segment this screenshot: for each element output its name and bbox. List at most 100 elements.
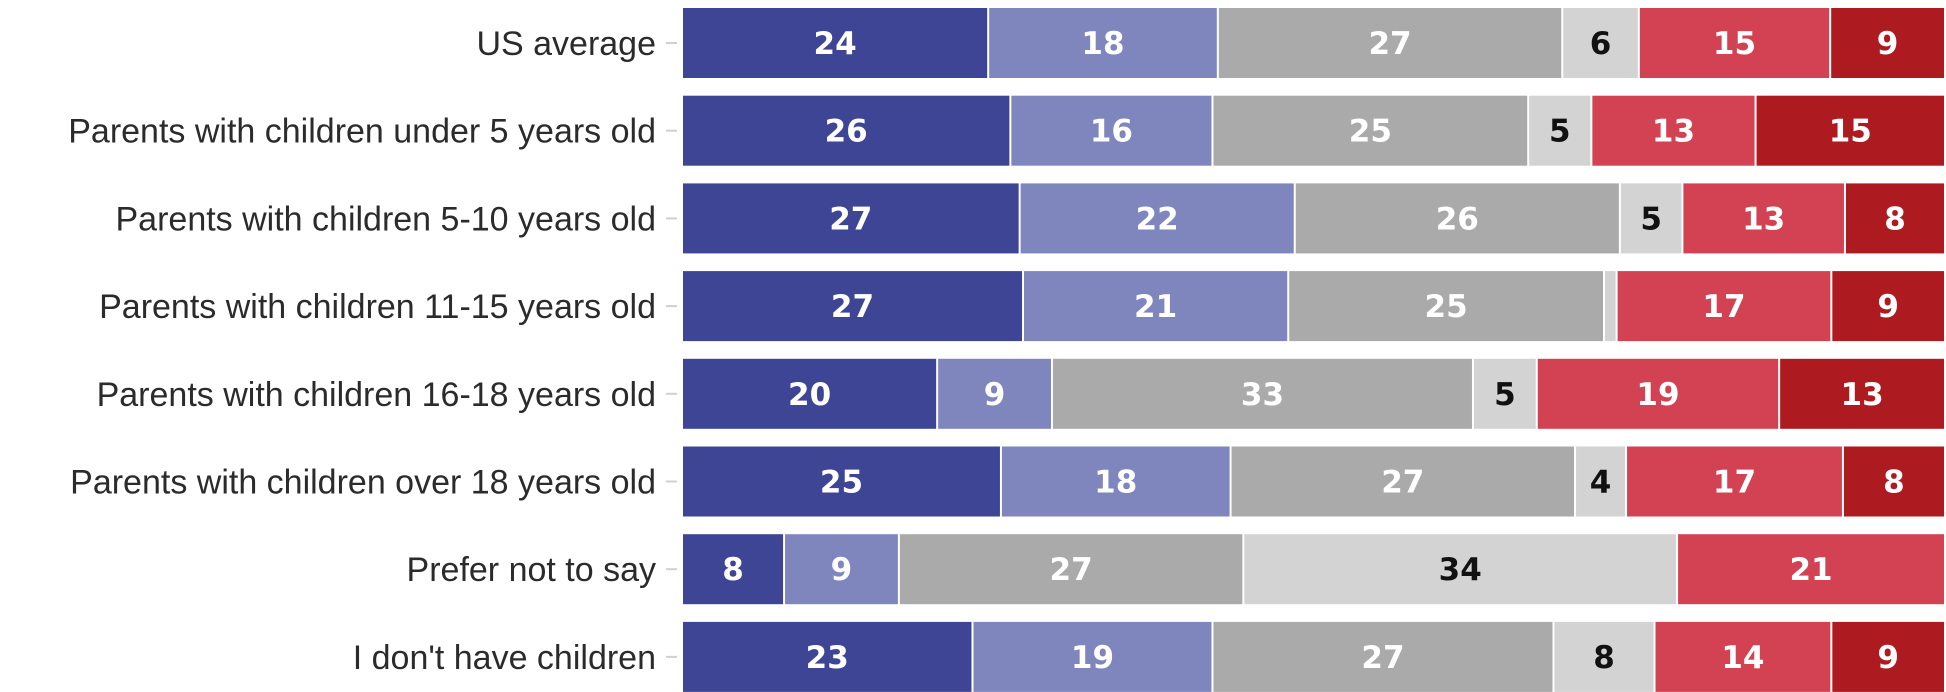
data-label: 9 <box>831 552 853 588</box>
bar-segment <box>785 534 898 605</box>
row-label: I don't have children <box>353 639 656 677</box>
data-label: 5 <box>1494 377 1516 413</box>
data-label: 18 <box>1094 465 1137 501</box>
data-label: 13 <box>1742 201 1785 237</box>
bar-segment <box>1231 446 1575 517</box>
data-label: 33 <box>1241 377 1284 413</box>
data-label: 9 <box>984 377 1006 413</box>
bar-segment <box>1213 95 1528 166</box>
data-label: 5 <box>1640 201 1662 237</box>
bar-segment <box>683 183 1019 254</box>
data-label: 6 <box>1590 26 1612 62</box>
data-label: 27 <box>1361 640 1404 676</box>
bar-segment <box>1001 446 1230 517</box>
data-label: 25 <box>820 465 863 501</box>
data-label: 17 <box>1713 465 1756 501</box>
row-label: Parents with children 5-10 years old <box>116 200 657 238</box>
bar-segment <box>1845 183 1944 254</box>
bar-segment <box>1780 358 1944 429</box>
data-label: 9 <box>1877 26 1899 62</box>
bar-segment <box>1832 621 1944 692</box>
data-label: 25 <box>1349 114 1392 150</box>
bar-segment <box>1655 621 1831 692</box>
bar-segment <box>1529 95 1591 166</box>
bar-segment <box>683 446 1000 517</box>
bar-segment <box>1592 95 1755 166</box>
data-label: 8 <box>1593 640 1615 676</box>
row-label: US average <box>476 25 656 63</box>
bar-segment <box>1052 358 1472 429</box>
data-label: 18 <box>1081 26 1124 62</box>
bar-segment <box>1024 271 1288 342</box>
bar-segment <box>1627 446 1842 517</box>
data-label: 27 <box>1368 26 1411 62</box>
data-label: 19 <box>1071 640 1114 676</box>
bar-segment <box>938 358 1051 429</box>
bar-segment <box>1537 358 1779 429</box>
data-label: 8 <box>1884 201 1906 237</box>
data-label: 21 <box>1134 289 1177 325</box>
row-label: Parents with children over 18 years old <box>70 464 656 502</box>
row-label: Prefer not to say <box>407 551 656 589</box>
bar-segment <box>683 621 972 692</box>
bar-segment <box>1831 8 1944 78</box>
bar-segment <box>1295 183 1619 254</box>
row-label: Parents with children under 5 years old <box>68 113 656 151</box>
data-label: 15 <box>1713 26 1756 62</box>
data-label: 25 <box>1425 289 1468 325</box>
data-label: 21 <box>1789 552 1832 588</box>
data-label: 4 <box>1590 465 1612 501</box>
bar-segment <box>1020 183 1294 254</box>
bar-segment <box>683 358 937 429</box>
bar-segment <box>989 8 1217 78</box>
bar-segment <box>1289 271 1603 342</box>
bar-segment <box>1832 271 1944 342</box>
bar-segment <box>1011 95 1212 166</box>
bar-segment <box>683 95 1010 166</box>
data-label: 27 <box>1381 465 1424 501</box>
data-label: 26 <box>1436 201 1479 237</box>
bar-segment <box>1244 534 1677 605</box>
data-label: 8 <box>1883 465 1905 501</box>
data-label: 22 <box>1136 201 1179 237</box>
data-label: 20 <box>788 377 831 413</box>
data-label: 13 <box>1841 377 1884 413</box>
bar-segment <box>1678 534 1944 605</box>
data-label: 17 <box>1702 289 1745 325</box>
data-label: 24 <box>814 26 857 62</box>
row-label: Parents with children 11-15 years old <box>99 288 656 326</box>
data-label: 19 <box>1636 377 1679 413</box>
bar-segment <box>1213 621 1553 692</box>
data-label: 8 <box>722 552 744 588</box>
bar-segment <box>1639 8 1830 78</box>
data-label: 15 <box>1829 114 1872 150</box>
data-label: 5 <box>1549 114 1571 150</box>
data-label: 9 <box>1877 289 1899 325</box>
bar-segment <box>1683 183 1844 254</box>
bar-segment <box>683 271 1023 342</box>
bar-segment <box>1218 8 1562 78</box>
bars: 24 18 27 6 15 9 26 16 25 5 13 15 27 22 26 5 13 8 27 21 25 17 9… <box>683 8 1944 692</box>
bar-segment <box>973 621 1212 692</box>
bar-segment <box>683 8 988 78</box>
bar-segment <box>1756 95 1944 166</box>
data-label: 23 <box>806 640 849 676</box>
data-label: 9 <box>1877 640 1899 676</box>
data-label: 13 <box>1652 114 1695 150</box>
row-label: Parents with children 16-18 years old <box>97 376 656 414</box>
data-label: 26 <box>825 114 868 150</box>
bar-segment <box>1843 446 1944 517</box>
bar-segment <box>1620 183 1682 254</box>
bar-segment <box>1617 271 1831 342</box>
data-label: 34 <box>1439 552 1482 588</box>
bar-segment <box>1473 358 1536 429</box>
bar-segment <box>899 534 1243 605</box>
bar-segment <box>1576 446 1626 517</box>
bar-segment <box>1604 271 1616 342</box>
row-labels: US average Parents with children under 5 … <box>68 25 677 677</box>
data-label: 27 <box>831 289 874 325</box>
data-label: 16 <box>1090 114 1133 150</box>
bar-segment <box>1563 8 1638 78</box>
data-label: 27 <box>1050 552 1093 588</box>
